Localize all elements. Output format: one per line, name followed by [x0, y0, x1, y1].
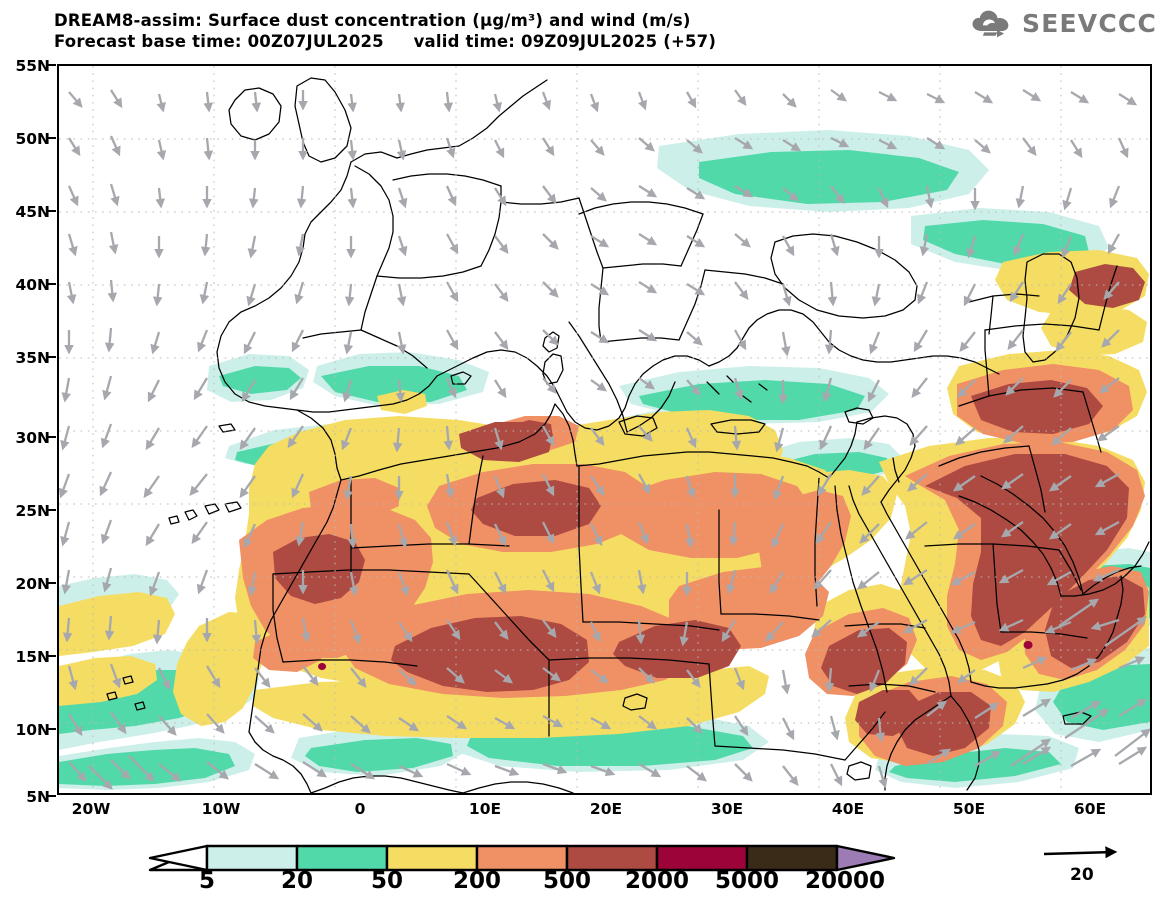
colorbar-label-500: 500: [542, 868, 592, 894]
wind-reference-value: 20: [1070, 865, 1094, 885]
y-tick-label-15n: 15N: [15, 648, 50, 666]
map-gridlines: [59, 66, 1150, 793]
y-tick-mark: [47, 655, 56, 657]
y-tick-label-50n: 50N: [15, 130, 50, 148]
colorbar-label-200: 200: [452, 868, 502, 894]
x-tick-label-20w: 20W: [71, 800, 111, 818]
forecast-map[interactable]: [57, 64, 1152, 795]
colorbar-label-20: 20: [280, 868, 314, 894]
x-tick-label-50e: 50E: [952, 800, 986, 818]
wind-reference-arrow-icon: [1043, 846, 1118, 859]
cloud-icon: [972, 10, 1009, 38]
colorbar-swatches: [148, 844, 896, 872]
y-tick-mark: [47, 210, 56, 212]
x-tick-label-30e: 30E: [710, 800, 744, 818]
x-tick-label-60e: 60E: [1073, 800, 1107, 818]
map-borders: [106, 77, 1150, 793]
x-tick-label-40e: 40E: [831, 800, 865, 818]
colorbar-label-5: 5: [198, 868, 216, 894]
x-tick-label-10w: 10W: [201, 800, 241, 818]
title-line-1: DREAM8-assim: Surface dust concentration…: [54, 11, 691, 30]
seevccc-logo: SEEVCCC: [971, 8, 1157, 38]
colorbar-label-5000: 5000: [714, 868, 780, 894]
y-tick-label-55n: 55N: [15, 57, 50, 75]
y-tick-mark: [47, 356, 56, 358]
y-tick-label-40n: 40N: [15, 276, 50, 294]
wind-reference-legend: 20: [1040, 843, 1150, 893]
y-tick-label-30n: 30N: [15, 429, 50, 447]
y-tick-mark: [47, 64, 56, 66]
y-tick-label-10n: 10N: [15, 721, 50, 739]
colorbar-label-50: 50: [370, 868, 404, 894]
colorbar-label-2000: 2000: [624, 868, 690, 894]
map-canvas: [59, 66, 1150, 793]
y-tick-label-5n: 5N: [26, 788, 50, 806]
y-tick-label-35n: 35N: [15, 349, 50, 367]
colorbar-labels: 5 20 50 200 500 2000 5000 20000: [0, 868, 1165, 902]
y-tick-label-25n: 25N: [15, 502, 50, 520]
logo-text: SEEVCCC: [1022, 8, 1157, 38]
colorbar-label-20000: 20000: [804, 868, 886, 894]
chart-title-block: DREAM8-assim: Surface dust concentration…: [54, 10, 716, 52]
y-tick-mark: [47, 283, 56, 285]
colorbar[interactable]: [0, 838, 1165, 907]
y-tick-label-45n: 45N: [15, 203, 50, 221]
x-tick-label-0: 0: [354, 800, 366, 818]
y-tick-mark: [47, 436, 56, 438]
title-line-2: Forecast base time: 00Z07JUL2025 valid t…: [54, 32, 717, 51]
y-tick-mark: [47, 509, 56, 511]
wind-vectors: [59, 89, 1150, 790]
y-tick-mark: [47, 582, 56, 584]
x-tick-label-20e: 20E: [589, 800, 623, 818]
y-tick-mark: [47, 728, 56, 730]
y-tick-mark: [47, 137, 56, 139]
y-tick-label-20n: 20N: [15, 575, 50, 593]
contour-band-2000-5000: [318, 641, 1033, 670]
y-tick-mark: [47, 795, 56, 797]
x-tick-label-10e: 10E: [468, 800, 502, 818]
